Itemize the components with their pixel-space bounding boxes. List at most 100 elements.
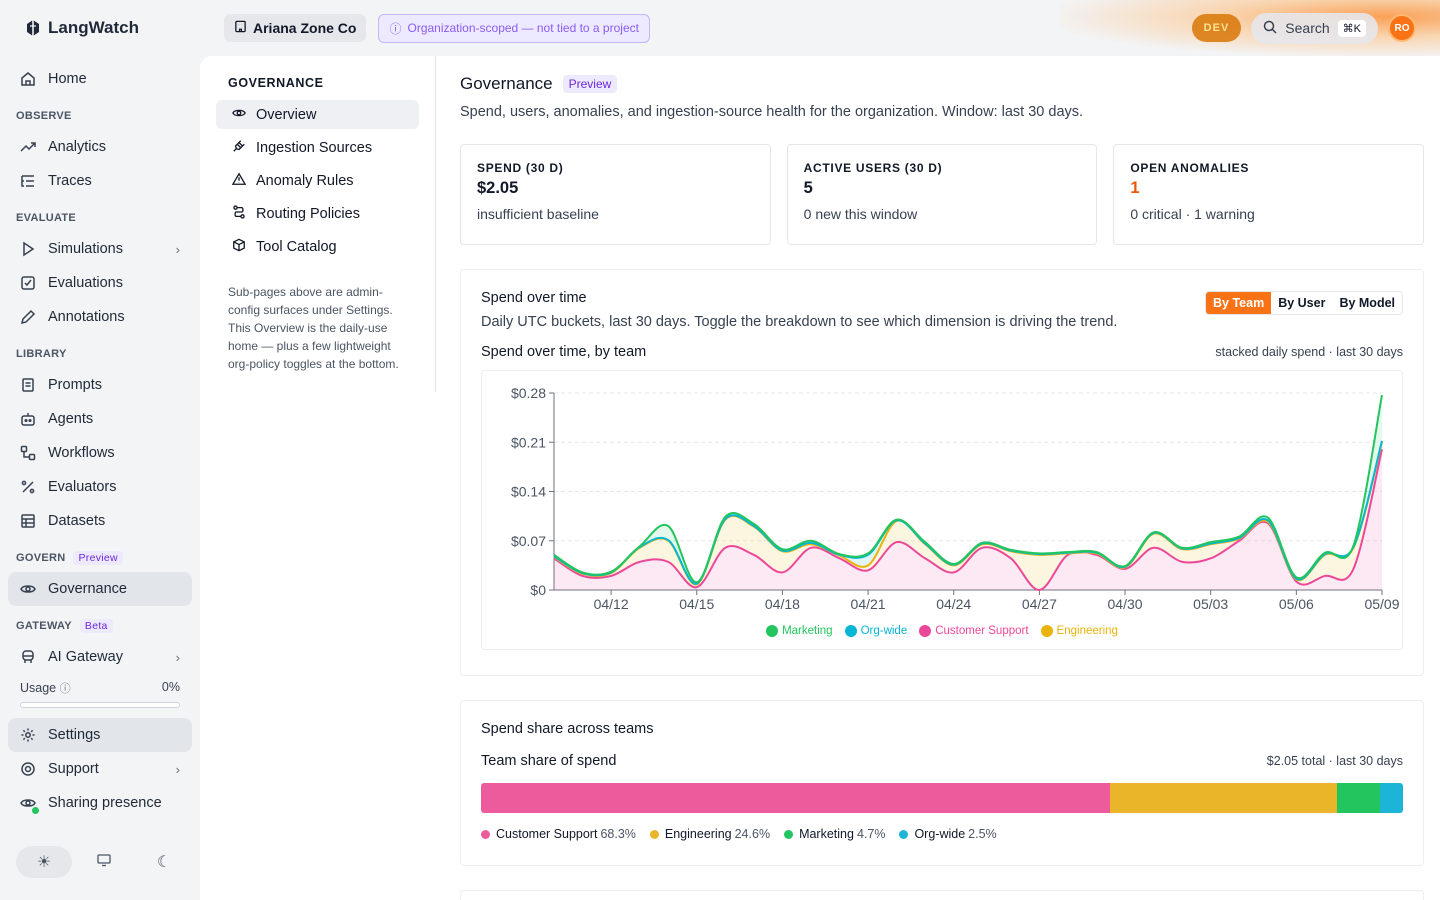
eye-presence-icon [20,795,39,814]
subnav-item-routing-policies[interactable]: Routing Policies [216,199,419,228]
governance-subnav: GOVERNANCE Overview Ingestion Sources An… [216,56,436,392]
gateway-icon [20,649,36,665]
y-tick-label: $0.28 [511,385,546,401]
share-subtitle: Team share of spend [481,753,617,769]
building-icon [234,20,247,36]
stat-note: 0 new this window [803,206,918,222]
sidebar-item-evaluations[interactable]: Evaluations [8,266,192,300]
sidebar-item-support[interactable]: Support › [8,752,192,786]
sidebar-item-ai-gateway[interactable]: AI Gateway › [8,640,192,674]
search-button[interactable]: Search ⌘K [1251,12,1378,44]
stat-label: SPEND (30 D) [477,161,564,175]
check-square-icon [20,275,36,291]
chevron-right-icon: › [175,241,180,257]
area-customer-support [554,449,1382,591]
sidebar-item-prompts[interactable]: Prompts [8,368,192,402]
subnav-item-tool-catalog[interactable]: Tool Catalog [216,232,419,261]
subnav-item-anomaly-rules[interactable]: Anomaly Rules [216,166,419,195]
sidebar-item-settings[interactable]: Settings [8,718,192,752]
topbar: Ariana Zone Co ⓘ Organization-scoped — n… [200,0,1440,56]
sidebar: LangWatch Home OBSERVE Analytics Traces … [0,0,200,900]
legend-item[interactable]: Engineering [1040,625,1118,637]
subnav-item-ingestion-sources[interactable]: Ingestion Sources [216,133,419,162]
legend-dot [1040,625,1053,637]
org-name: Ariana Zone Co [253,20,357,36]
sidebar-item-home[interactable]: Home [8,62,192,96]
scope-badge: ⓘ Organization-scoped — not tied to a pr… [378,13,650,43]
info-icon[interactable]: ⓘ [59,683,71,695]
share-legend-pct: 24.6% [734,827,771,841]
sidebar-item-label: Traces [48,173,92,189]
share-legend-dot [481,829,490,839]
route-icon [232,204,246,223]
home-icon [20,71,36,87]
x-tick-label: 05/06 [1279,596,1314,611]
stat-note: insufficient baseline [477,206,599,222]
sidebar-item-label: Sharing presence [48,795,162,811]
x-tick-label: 04/12 [594,596,629,611]
stat-open-anomalies[interactable]: OPEN ANOMALIES 1 0 critical · 1 warning [1113,144,1425,245]
share-segment[interactable] [1379,783,1403,813]
page-subtitle: Spend, users, anomalies, and ingestion-s… [460,104,1084,120]
share-segment[interactable] [1110,783,1337,813]
subnav-label: Tool Catalog [256,238,337,255]
trend-icon [20,139,36,155]
share-legend-dot [899,829,909,839]
toggle-by-user[interactable]: By User [1271,292,1333,314]
share-legend-name: Org-wide [914,827,966,841]
toggle-by-team[interactable]: By Team [1206,292,1272,314]
sidebar-item-label: Evaluations [48,275,123,291]
share-bar [481,783,1403,813]
sidebar-item-evaluators[interactable]: Evaluators [8,470,192,504]
sidebar-item-sharing-presence[interactable]: Sharing presence [8,786,192,820]
stat-value: 5 [803,179,813,197]
share-segment[interactable] [481,783,1111,813]
user-avatar[interactable]: RO [1388,14,1416,42]
governance-content: Governance Preview Spend, users, anomali… [460,56,1425,900]
chevron-right-icon: › [175,649,180,665]
sidebar-item-traces[interactable]: Traces [8,164,192,198]
sidebar-item-agents[interactable]: Agents [8,402,192,436]
spend-area-chart: $0 $0.07 $0.14 $0.21 $0.28 04/12 04/15 04/18 04/… [511,385,1400,611]
section-library: LIBRARY [16,348,67,360]
share-legend-pct: 2.5% [968,827,997,841]
legend-item[interactable]: Customer Support [919,625,1029,637]
sidebar-item-datasets[interactable]: Datasets [8,504,192,538]
main-panel: GOVERNANCE Overview Ingestion Sources An… [200,56,1440,900]
share-legend-name: Marketing [799,827,854,841]
sidebar-item-label: Agents [48,411,94,427]
light-theme-button[interactable]: ☀ [16,846,72,878]
langwatch-logo-icon [27,20,39,36]
legend-label: Customer Support [935,625,1029,637]
org-switcher[interactable]: Ariana Zone Co [224,14,367,42]
subnav-label: Anomaly Rules [256,172,354,189]
sidebar-item-governance[interactable]: Governance [8,572,192,606]
sidebar-item-label: Datasets [48,513,106,529]
system-theme-button[interactable] [76,846,132,878]
sidebar-item-simulations[interactable]: Simulations › [8,232,192,266]
sidebar-item-analytics[interactable]: Analytics [8,130,192,164]
share-legend-item: Customer Support 68.3% [481,827,636,841]
x-tick-label: 05/03 [1193,596,1228,611]
legend-item[interactable]: Org-wide [844,625,907,637]
app-logo[interactable]: LangWatch [8,0,192,56]
sidebar-item-workflows[interactable]: Workflows [8,436,192,470]
scope-text: Organization-scoped — not tied to a proj… [407,21,639,35]
subnav-item-overview[interactable]: Overview [216,100,419,129]
section-evaluate: EVALUATE [16,212,77,224]
legend-dot [766,625,779,637]
y-tick-label: $0.14 [511,484,546,500]
section-govern: GOVERN Preview [8,544,192,572]
legend-label: Engineering [1056,625,1118,637]
dark-theme-button[interactable]: ☾ [136,846,192,878]
legend-dot [919,625,932,637]
share-legend: Customer Support 68.3% Engineering 24.6% Mar… [481,827,1403,841]
area-engineering [554,442,1382,591]
toggle-by-model[interactable]: By Model [1332,292,1402,314]
legend-item[interactable]: Marketing [766,625,833,637]
sidebar-item-label: Workflows [48,445,115,461]
y-tick-label: $0 [530,582,546,598]
share-segment[interactable] [1336,783,1380,813]
sidebar-item-annotations[interactable]: Annotations [8,300,192,334]
share-legend-dot [784,829,794,839]
